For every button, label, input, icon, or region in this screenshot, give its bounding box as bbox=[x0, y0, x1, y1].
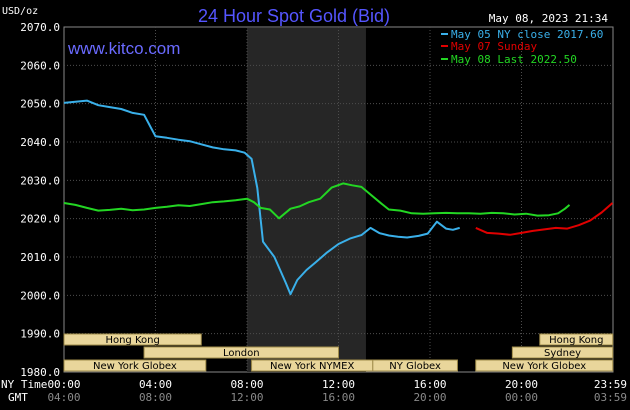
x-tick-label-ny: 04:00 bbox=[139, 378, 172, 391]
y-tick-label: 2020.0 bbox=[20, 213, 60, 226]
y-tick-label: 2050.0 bbox=[20, 98, 60, 111]
market-hours-bars: Hong Kong London New York Globex New York N… bbox=[63, 333, 614, 372]
x-tick-label-gmt: 03:59 bbox=[594, 391, 627, 404]
legend-label: May 08 Last 2022.50 bbox=[451, 53, 577, 66]
y-tick-label: 1980.0 bbox=[20, 366, 60, 379]
market-bar bbox=[63, 359, 207, 372]
market-bar bbox=[539, 333, 614, 346]
x-tick-label-ny: 16:00 bbox=[413, 378, 446, 391]
market-label: New York Globex bbox=[502, 361, 586, 372]
unit-label: USD/oz bbox=[2, 6, 38, 17]
legend-label: May 05 NY close 2017.60 bbox=[451, 28, 603, 41]
x-tick-label-ny: 12:00 bbox=[322, 378, 355, 391]
market-label: Sydney bbox=[544, 348, 581, 359]
chart-timestamp: May 08, 2023 21:34 bbox=[489, 12, 609, 25]
y-tick-label: 2060.0 bbox=[20, 59, 60, 72]
x-tick-label-gmt: 08:00 bbox=[139, 391, 172, 404]
legend-label: May 07 Sunday bbox=[451, 40, 537, 53]
market-bar bbox=[63, 333, 202, 346]
x-tick-label-gmt: 04:00 bbox=[47, 391, 80, 404]
x-axis: NY Time GMT 00:00 04:00 08:00 12:00 16:00 20:… bbox=[1, 378, 627, 404]
x-tick-label-ny: 08:00 bbox=[230, 378, 263, 391]
y-tick-label: 2070.0 bbox=[20, 21, 60, 34]
legend: May 05 NY close 2017.60 May 07 Sunday Ma… bbox=[441, 28, 603, 66]
x-tick-label-ny: 20:00 bbox=[505, 378, 538, 391]
x-tick-label-ny: 23:59 bbox=[594, 378, 627, 391]
x-tick-label-gmt: 20:00 bbox=[413, 391, 446, 404]
market-label: Hong Kong bbox=[549, 335, 603, 346]
x-axis-ny-title: NY Time bbox=[1, 378, 47, 391]
chart-title: 24 Hour Spot Gold (Bid) bbox=[198, 6, 390, 26]
y-tick-label: 1990.0 bbox=[20, 328, 60, 341]
series-line-2 bbox=[63, 182, 571, 220]
x-tick-label-ny: 00:00 bbox=[47, 378, 80, 391]
market-bar bbox=[511, 346, 614, 359]
series-line-0 bbox=[63, 99, 460, 296]
legend-item-may07: May 07 Sunday bbox=[441, 40, 537, 53]
series-lines bbox=[63, 99, 614, 296]
plot-area: Hong Kong London New York Globex New York N… bbox=[63, 26, 614, 373]
y-axis: 2070.0 2060.0 2050.0 2040.0 2030.0 2020.0 2010… bbox=[20, 21, 60, 379]
market-label: Hong Kong bbox=[105, 335, 159, 346]
series-line-1 bbox=[475, 202, 614, 236]
legend-item-may05: May 05 NY close 2017.60 bbox=[441, 28, 603, 41]
y-tick-label: 2030.0 bbox=[20, 174, 60, 187]
y-tick-label: 2040.0 bbox=[20, 136, 60, 149]
market-bar bbox=[143, 346, 339, 359]
x-tick-label-gmt: 00:00 bbox=[505, 391, 538, 404]
market-label: New York Globex bbox=[93, 361, 177, 372]
kitco-brand: www.kitco.com bbox=[67, 39, 180, 58]
legend-item-may08: May 08 Last 2022.50 bbox=[441, 53, 577, 66]
market-bar bbox=[372, 359, 458, 372]
market-label: New York NYMEX bbox=[270, 361, 355, 372]
market-bar bbox=[475, 359, 614, 372]
shaded-session-region bbox=[247, 28, 366, 372]
y-tick-label: 2010.0 bbox=[20, 251, 60, 264]
gridlines bbox=[64, 27, 613, 372]
y-tick-label: 2000.0 bbox=[20, 289, 60, 302]
x-tick-label-gmt: 12:00 bbox=[230, 391, 263, 404]
x-tick-label-gmt: 16:00 bbox=[322, 391, 355, 404]
x-axis-gmt-title: GMT bbox=[8, 391, 28, 404]
market-label: London bbox=[223, 348, 260, 359]
market-label: NY Globex bbox=[389, 361, 441, 372]
